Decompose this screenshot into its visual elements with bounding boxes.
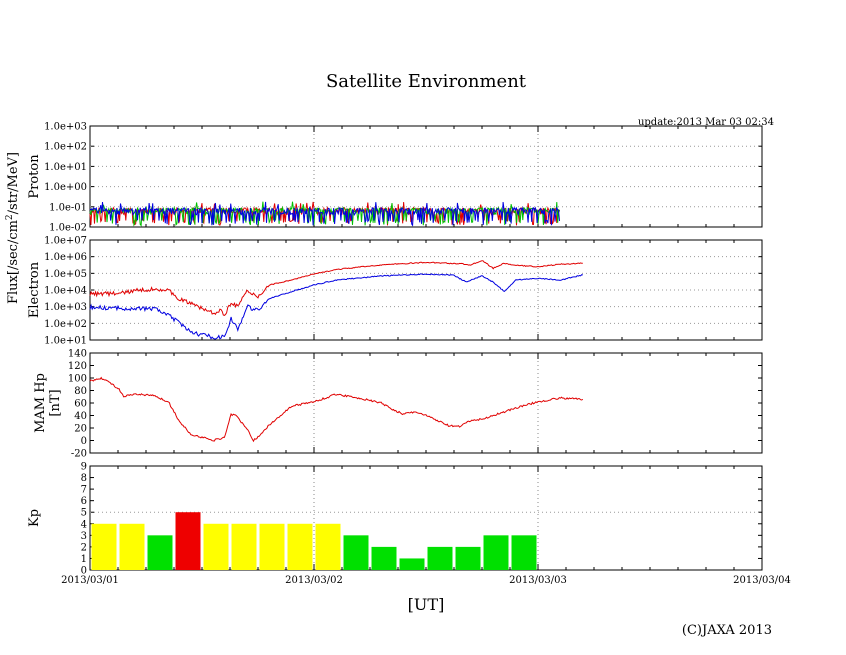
proton-ytick-label: 1.0e-01 bbox=[49, 202, 87, 213]
flux-label-main: Flux[/sec/cm bbox=[6, 220, 21, 304]
kp-bar bbox=[203, 523, 229, 570]
flux-axis-label: Flux[/sec/cm2/str/MeV] bbox=[5, 152, 21, 304]
electron-ylabel: Electron bbox=[27, 261, 42, 318]
kp-ylabel: Kp bbox=[27, 509, 42, 527]
mam-hp-ytick-label: 140 bbox=[68, 349, 87, 360]
kp-ytick-label: 1 bbox=[81, 554, 87, 565]
mam-hp-ytick-label: 40 bbox=[74, 411, 87, 422]
kp-ytick-label: 5 bbox=[81, 508, 87, 519]
x-tick-label: 2013/03/02 bbox=[285, 575, 343, 586]
electron-ytick-label: 1.0e+01 bbox=[44, 336, 87, 347]
proton-panel: 1.0e-02 1.0e-01 1.0e+00 1.0e+01 1.0e+02 1.0e+… bbox=[27, 122, 763, 234]
mam-hp-ytick-label: 60 bbox=[74, 399, 87, 410]
electron-blue-line bbox=[89, 273, 583, 340]
proton-ytick-label: 1.0e+02 bbox=[44, 142, 87, 153]
x-tick-label: 2013/03/04 bbox=[733, 575, 791, 586]
kp-ytick-label: 9 bbox=[81, 462, 87, 473]
kp-ytick-label: 2 bbox=[81, 542, 87, 553]
kp-bar bbox=[147, 535, 173, 570]
proton-ytick-label: 1.0e+01 bbox=[44, 162, 87, 173]
kp-bar bbox=[399, 558, 425, 570]
proton-red-line bbox=[89, 201, 560, 226]
kp-ytick-label: 6 bbox=[81, 496, 87, 507]
kp-ytick-label: 7 bbox=[81, 485, 87, 496]
kp-bar bbox=[343, 535, 369, 570]
kp-bar bbox=[175, 512, 201, 570]
kp-ytick-label: 3 bbox=[81, 531, 87, 542]
copyright: (C)JAXA 2013 bbox=[682, 623, 772, 638]
x-tick-label: 2013/03/03 bbox=[509, 575, 567, 586]
hp-red-line bbox=[89, 376, 584, 443]
x-axis-label: [UT] bbox=[408, 595, 445, 614]
flux-label-sup: 2 bbox=[5, 214, 15, 220]
kp-bar bbox=[231, 523, 257, 570]
flux-label-tail: /str/MeV] bbox=[6, 152, 21, 214]
mam-hp-ytick-label: 20 bbox=[74, 424, 87, 435]
kp-ytick-label: 8 bbox=[81, 473, 87, 484]
proton-blue-line bbox=[89, 201, 560, 227]
proton-ytick-label: 1.0e+00 bbox=[44, 182, 87, 193]
mam-hp-frame bbox=[89, 352, 763, 454]
kp-ytick-label: 4 bbox=[81, 519, 87, 530]
electron-ytick-label: 1.0e+07 bbox=[44, 236, 87, 247]
mam-hp-ytick-label: 100 bbox=[68, 374, 87, 385]
electron-panel: 1.0e+01 1.0e+02 1.0e+03 1.0e+04 1.0e+05 1.0e+… bbox=[27, 236, 763, 347]
panels: 1.0e-021.0e-011.0e+001.0e+011.0e+021.0e+… bbox=[27, 122, 791, 587]
kp-bar bbox=[287, 523, 313, 570]
electron-ytick-label: 1.0e+06 bbox=[44, 252, 87, 263]
kp-bar bbox=[371, 546, 397, 570]
chart-title: Satellite Environment bbox=[326, 71, 527, 92]
electron-ytick-label: 1.0e+05 bbox=[44, 269, 87, 280]
mam-hp-ytick-label: -20 bbox=[71, 449, 87, 460]
mam-hp-ytick-label: 80 bbox=[74, 386, 87, 397]
kp-bar bbox=[483, 535, 509, 570]
mam-hp-ytick-label: 0 bbox=[81, 436, 87, 447]
kp-bar bbox=[455, 546, 481, 570]
kp-bar bbox=[91, 523, 117, 570]
proton-ylabel: Proton bbox=[27, 154, 42, 199]
proton-ytick-label: 1.0e+03 bbox=[44, 122, 87, 133]
kp-bar bbox=[259, 523, 285, 570]
mam-hp-ylabel-unit: [nT] bbox=[48, 389, 63, 416]
mam-hp-ylabel: MAM Hp bbox=[33, 373, 48, 433]
electron-ytick-label: 1.0e+03 bbox=[44, 302, 87, 313]
electron-ytick-label: 1.0e+02 bbox=[44, 319, 87, 330]
x-tick-label: 2013/03/01 bbox=[61, 575, 119, 586]
proton-ytick-label: 1.0e-02 bbox=[49, 223, 87, 234]
kp-ytick-label: 0 bbox=[81, 566, 87, 577]
mam-hp-ytick-label: 120 bbox=[68, 361, 87, 372]
kp-bar bbox=[511, 535, 537, 570]
kp-bar bbox=[119, 523, 145, 570]
electron-ytick-label: 1.0e+04 bbox=[44, 286, 87, 297]
kp-bar bbox=[427, 546, 453, 570]
kp-bar bbox=[315, 523, 341, 570]
electron-red-line bbox=[89, 260, 583, 316]
update-timestamp: update:2013 Mar 03 02:34 bbox=[638, 117, 774, 128]
